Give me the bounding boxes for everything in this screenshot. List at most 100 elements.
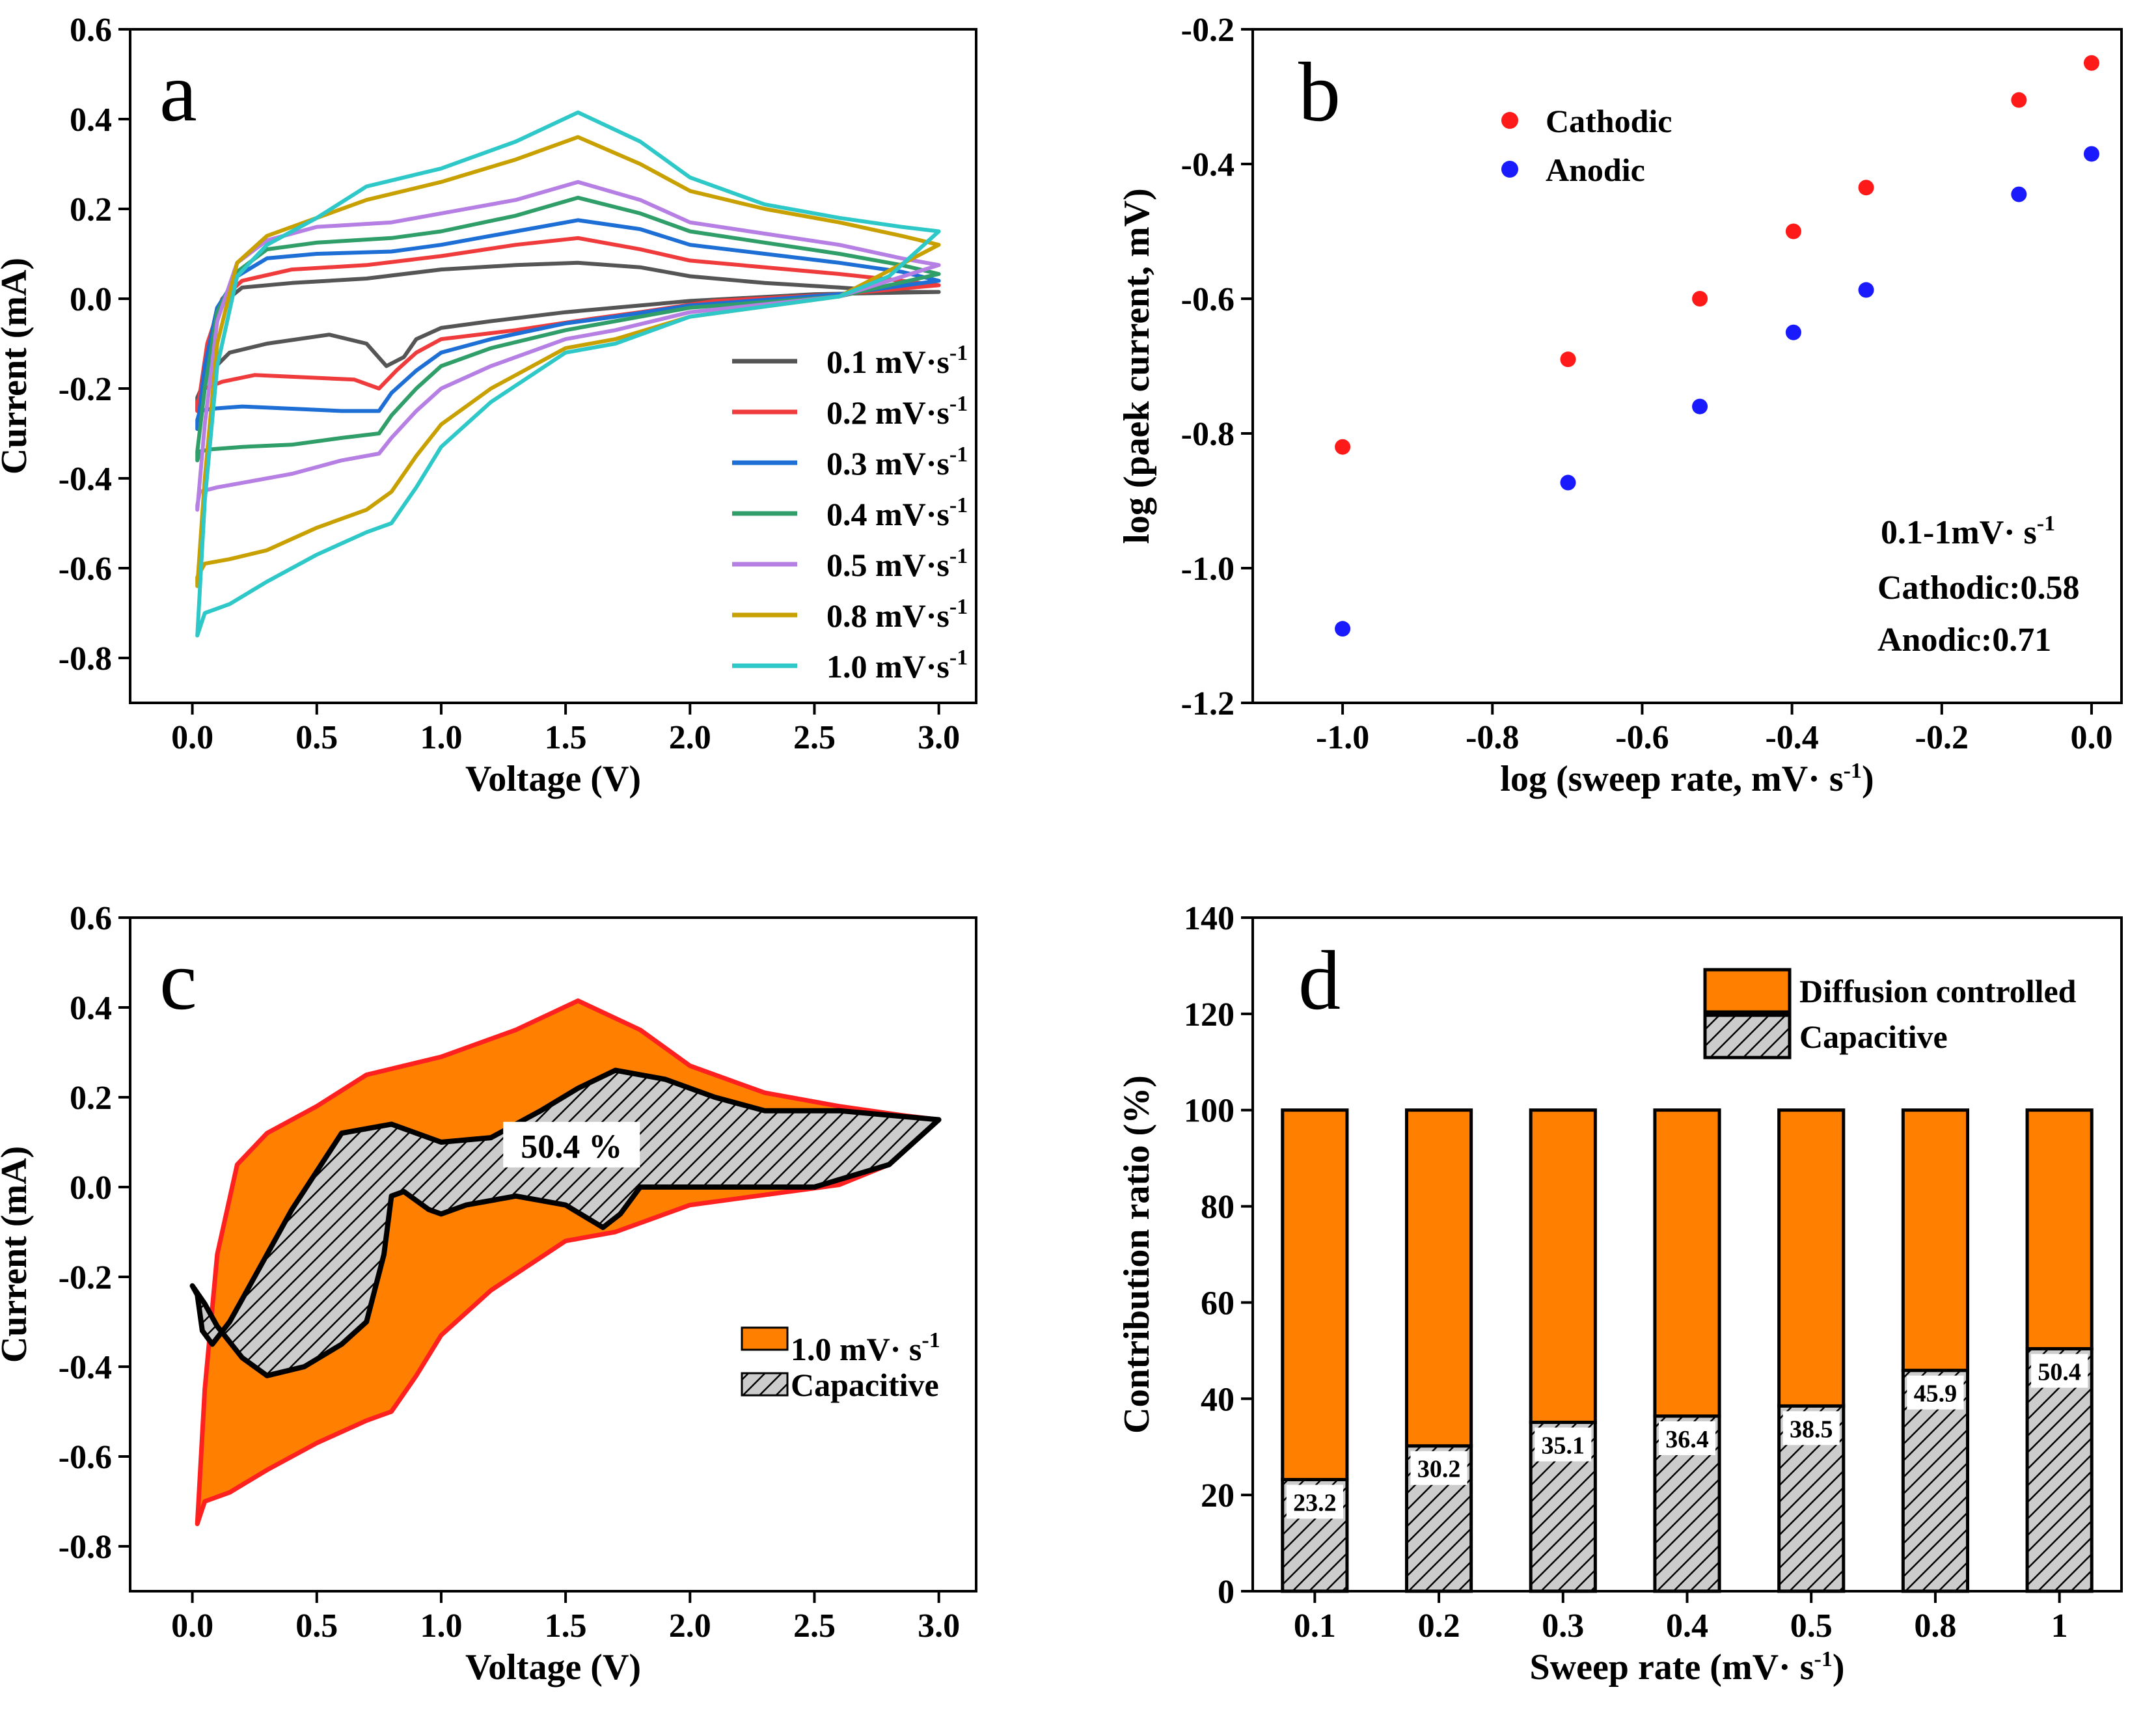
x-tick-label: 0.5 [295,719,338,756]
x-tick-label: 3.0 [918,719,960,756]
y-tick-label: -0.2 [59,1259,112,1296]
x-tick-label: -0.8 [1466,719,1519,756]
x-tick-label: 2.5 [793,1607,836,1645]
bar-data-label: 30.2 [1417,1456,1461,1483]
bar-data-label: 35.1 [1542,1432,1585,1460]
y-tick-label: -0.8 [59,1529,112,1566]
legend-label-0.3: 0.3 mV·s-1 [826,443,968,482]
y-axis-title: Current (mA) [0,258,34,474]
point-anodic [1785,324,1801,340]
x-tick-label: 3.0 [918,1607,960,1645]
legend-label-anodic: Anodic [1546,152,1645,188]
panel-b: -1.0 -0.8 -0.6 -0.4 -0.2 0.0 -1.2 -1.0 -0.8 -0.6 -… [1117,12,2123,799]
x-tick-label: -0.4 [1765,719,1818,756]
panel-a: 0.0 0.5 1.0 1.5 2.0 2.5 3.0 -0.8 -0.6 -0.4 -0.2 0.0… [0,12,977,799]
bar-data-label: 36.4 [1665,1426,1709,1453]
y-tick-label: 0.0 [70,281,112,318]
plot-frame [129,916,977,1593]
legend-label-total: 1.0 mV· s-1 [791,1328,940,1367]
x-tick-label: 0.0 [2070,719,2112,756]
capacitive-area [189,1067,942,1378]
point-anodic [2011,186,2027,202]
bar-data-label: 23.2 [1293,1489,1337,1516]
point-cathodic [1858,180,1874,196]
legend-label-1.0: 1.0 mV·s-1 [826,646,968,685]
y-tick-label: 0.6 [70,900,112,937]
point-anodic [1335,621,1351,637]
y-axis-title: Current (mA) [0,1146,34,1363]
y-tick-label: 0.6 [70,12,112,49]
legend-label-capacitive: Capacitive [791,1367,939,1403]
bar-diffusion [1529,1108,1597,1425]
bar-data-label: 38.5 [1790,1415,1833,1443]
capacitive-percent: 50.4 % [521,1128,622,1166]
y-tick-label: 0.4 [70,102,112,139]
x-tick-label: -0.2 [1915,719,1969,756]
y-tick-label: 0 [1218,1574,1235,1611]
point-cathodic [1560,351,1576,368]
panel-d: 0 20 40 60 80 100 120 140 0.1 23.2 0.2 30.2 0.3 35.1 0… [1117,900,2123,1688]
point-cathodic [2083,55,2099,71]
y-tick-label: 0.4 [70,990,112,1027]
annotation-cathodic: Cathodic:0.58 [1877,569,2080,607]
y-tick-label: -0.2 [1181,12,1235,49]
point-cathodic [1692,291,1708,307]
x-tick-label: 0.5 [295,1607,338,1645]
point-cathodic [1785,223,1801,239]
panel-letter: a [159,46,197,139]
bar-data-label: 45.9 [1914,1380,1958,1408]
y-tick-label: 20 [1201,1477,1235,1514]
point-anodic [1560,474,1576,491]
x-axis-title: Voltage (V) [465,759,641,799]
legend-label-cathodic: Cathodic [1546,103,1672,139]
y-tick-label: -0.6 [1181,281,1235,318]
legend-marker-anodic [1501,161,1518,178]
bar-label-bg [1907,1375,1964,1410]
x-tick-label: 0.0 [171,719,213,756]
legend-label-0.1: 0.1 mV·s-1 [826,341,968,380]
x-axis-title: log (sweep rate, mV· s-1) [1500,759,1874,799]
y-tick-label: 120 [1184,996,1235,1033]
legend-label-0.8: 0.8 mV·s-1 [826,595,968,634]
x-tick-label: 2.0 [669,719,711,756]
x-tick-label: -0.6 [1615,719,1669,756]
cv-curve-1.0 [195,110,941,638]
y-tick-label: 0.2 [70,191,112,228]
y-axis-title: Contribution ratio (%) [1117,1075,1157,1434]
bar-label-bg [1535,1427,1592,1462]
legend-marker-cathodic [1501,112,1518,129]
x-tick-label: 2.0 [669,1607,711,1645]
point-anodic [1692,398,1708,415]
bar-label-bg [1286,1484,1343,1519]
legend-swatch-capacitive [741,1372,789,1397]
x-tick-label: 1.5 [545,1607,587,1645]
y-tick-label: -1.0 [1181,551,1235,588]
y-tick-label: -1.2 [1181,685,1235,722]
y-tick-label: -0.4 [59,1349,112,1386]
bar-diffusion [1901,1108,1970,1373]
point-cathodic [1335,439,1351,455]
x-tick-label: 0.3 [1542,1607,1584,1645]
y-tick-label: -0.8 [59,640,112,677]
bar-label-bg [1782,1411,1840,1445]
legend-label-0.5: 0.5 mV·s-1 [826,544,968,583]
x-tick-label: 1.0 [420,719,462,756]
y-tick-label: -0.8 [1181,416,1235,453]
x-axis-title: Sweep rate (mV· s-1) [1530,1647,1845,1688]
panel-letter: b [1298,46,1341,139]
y-tick-label: 0.2 [70,1080,112,1117]
annotation-range: 0.1-1mV· s-1 [1881,512,2055,551]
bar-capacitive [2025,1347,2094,1593]
x-tick-label: -1.0 [1316,719,1369,756]
bar-data-label: 50.4 [2038,1358,2081,1386]
legend-swatch-total [741,1326,789,1351]
x-tick-label: 0.5 [1790,1607,1833,1645]
panel-letter: d [1298,934,1341,1028]
point-cathodic [2011,92,2027,108]
y-tick-label: -0.6 [59,551,112,588]
x-tick-label: 1.0 [420,1607,462,1645]
legend-label-capacitive: Capacitive [1799,1019,1948,1055]
y-tick-label: 0.0 [70,1169,112,1207]
cv-curve-0.4 [195,195,941,463]
